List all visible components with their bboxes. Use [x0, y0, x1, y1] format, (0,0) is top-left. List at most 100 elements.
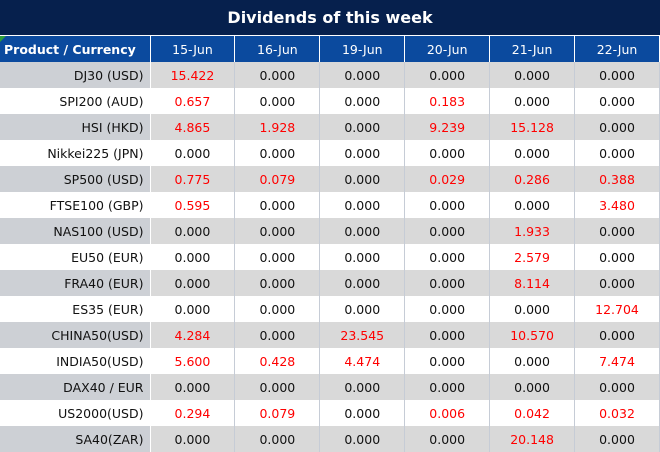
- dividend-value: 0.000: [574, 244, 660, 270]
- dividend-value: 0.000: [319, 62, 406, 88]
- product-name: EU50 (EUR): [0, 244, 151, 270]
- dividend-value: 0.000: [404, 296, 491, 322]
- dividend-value: 0.000: [404, 140, 491, 166]
- dividend-value: 0.286: [489, 166, 576, 192]
- table-row: FTSE100 (GBP) 0.595 0.000 0.000 0.000 0.000 3.…: [0, 192, 660, 218]
- table-row: CHINA50(USD) 4.284 0.000 23.545 0.000 10.570 0…: [0, 322, 660, 348]
- dividend-value: 8.114: [489, 270, 576, 296]
- dividend-value: 0.000: [319, 88, 406, 114]
- dividend-value: 0.000: [234, 88, 321, 114]
- dividend-value: 0.000: [234, 426, 321, 452]
- product-name: SPI200 (AUD): [0, 88, 151, 114]
- table-row: ES35 (EUR) 0.000 0.000 0.000 0.000 0.000 12.70…: [0, 296, 660, 322]
- dividend-value: 0.000: [150, 374, 236, 400]
- dividend-value: 0.079: [234, 166, 321, 192]
- dividend-value: 0.000: [319, 114, 406, 140]
- dividend-value: 0.000: [319, 192, 406, 218]
- dividend-value: 0.000: [150, 244, 236, 270]
- dividend-value: 15.422: [150, 62, 236, 88]
- column-header-date: 15-Jun: [150, 35, 236, 62]
- dividend-value: 0.000: [319, 244, 406, 270]
- dividend-value: 0.294: [150, 400, 236, 426]
- dividend-value: 0.183: [404, 88, 491, 114]
- dividend-value: 0.000: [234, 322, 321, 348]
- dividend-value: 23.545: [319, 322, 406, 348]
- dividend-value: 0.388: [574, 166, 660, 192]
- dividend-value: 0.000: [574, 62, 660, 88]
- dividend-value: 0.000: [489, 296, 576, 322]
- dividend-value: 0.000: [319, 140, 406, 166]
- dividend-value: 0.000: [489, 348, 576, 374]
- dividend-value: 0.000: [404, 374, 491, 400]
- dividend-value: 0.000: [234, 270, 321, 296]
- table-row: INDIA50(USD) 5.600 0.428 4.474 0.000 0.000 7.4…: [0, 348, 660, 374]
- dividend-value: 0.000: [234, 374, 321, 400]
- column-header-date: 16-Jun: [234, 35, 321, 62]
- dividend-value: 5.600: [150, 348, 236, 374]
- column-header-date: 20-Jun: [404, 35, 491, 62]
- table-row: US2000(USD) 0.294 0.079 0.000 0.006 0.042 0.03…: [0, 400, 660, 426]
- dividend-value: 0.000: [319, 426, 406, 452]
- dividend-value: 0.000: [319, 296, 406, 322]
- product-name: HSI (HKD): [0, 114, 151, 140]
- table-row: SPI200 (AUD) 0.657 0.000 0.000 0.183 0.000 0.0…: [0, 88, 660, 114]
- dividend-value: 0.000: [574, 322, 660, 348]
- column-header-date: 22-Jun: [574, 35, 660, 62]
- dividend-value: 0.000: [150, 426, 236, 452]
- dividend-value: 0.775: [150, 166, 236, 192]
- dividend-value: 0.000: [404, 244, 491, 270]
- dividend-value: 0.595: [150, 192, 236, 218]
- dividend-value: 0.042: [489, 400, 576, 426]
- dividend-value: 1.928: [234, 114, 321, 140]
- product-name: DJ30 (USD): [0, 62, 151, 88]
- dividend-value: 0.000: [150, 140, 236, 166]
- dividend-value: 0.000: [234, 192, 321, 218]
- dividend-value: 2.579: [489, 244, 576, 270]
- table-row: Nikkei225 (JPN) 0.000 0.000 0.000 0.000 0.000…: [0, 140, 660, 166]
- dividend-value: 0.032: [574, 400, 660, 426]
- dividend-value: 7.474: [574, 348, 660, 374]
- product-name: ES35 (EUR): [0, 296, 151, 322]
- column-header-product: Product / Currency: [0, 35, 151, 62]
- dividend-value: 0.000: [234, 140, 321, 166]
- dividend-value: 10.570: [489, 322, 576, 348]
- dividend-value: 0.000: [404, 348, 491, 374]
- dividend-value: 1.933: [489, 218, 576, 244]
- dividend-value: 0.000: [150, 218, 236, 244]
- dividend-value: 0.000: [489, 192, 576, 218]
- product-name: FTSE100 (GBP): [0, 192, 151, 218]
- table-row: NAS100 (USD) 0.000 0.000 0.000 0.000 1.933 0.0…: [0, 218, 660, 244]
- dividend-value: 0.000: [574, 88, 660, 114]
- dividend-value: 0.000: [574, 270, 660, 296]
- dividend-value: 0.000: [319, 166, 406, 192]
- dividend-value: 20.148: [489, 426, 576, 452]
- product-name: FRA40 (EUR): [0, 270, 151, 296]
- dividend-value: 0.029: [404, 166, 491, 192]
- table-row: HSI (HKD) 4.865 1.928 0.000 9.239 15.128 0.000: [0, 114, 660, 140]
- dividend-value: 0.000: [574, 140, 660, 166]
- dividend-value: 0.000: [489, 88, 576, 114]
- dividend-value: 15.128: [489, 114, 576, 140]
- dividend-value: 9.239: [404, 114, 491, 140]
- column-header-date: 21-Jun: [489, 35, 576, 62]
- dividend-value: 0.000: [404, 192, 491, 218]
- dividend-value: 0.000: [319, 400, 406, 426]
- dividend-value: 4.284: [150, 322, 236, 348]
- table-row: FRA40 (EUR) 0.000 0.000 0.000 0.000 8.114 0.00…: [0, 270, 660, 296]
- product-name: NAS100 (USD): [0, 218, 151, 244]
- table-row: DAX40 / EUR 0.000 0.000 0.000 0.000 0.000 0.00…: [0, 374, 660, 400]
- dividend-value: 4.474: [319, 348, 406, 374]
- dividend-value: 12.704: [574, 296, 660, 322]
- table-row: EU50 (EUR) 0.000 0.000 0.000 0.000 2.579 0.000: [0, 244, 660, 270]
- dividend-value: 0.000: [574, 426, 660, 452]
- table-row: SP500 (USD) 0.775 0.079 0.000 0.029 0.286 0.38…: [0, 166, 660, 192]
- product-name: DAX40 / EUR: [0, 374, 151, 400]
- dividend-value: 0.000: [574, 218, 660, 244]
- dividend-value: 0.000: [234, 62, 321, 88]
- dividend-value: 0.006: [404, 400, 491, 426]
- dividends-table: Product / Currency 15-Jun 16-Jun 19-Jun 20-J…: [0, 35, 660, 452]
- header-row: Product / Currency 15-Jun 16-Jun 19-Jun 20-J…: [0, 35, 660, 62]
- dividend-value: 0.000: [404, 218, 491, 244]
- product-name: SA40(ZAR): [0, 426, 151, 452]
- dividend-value: 0.000: [489, 140, 576, 166]
